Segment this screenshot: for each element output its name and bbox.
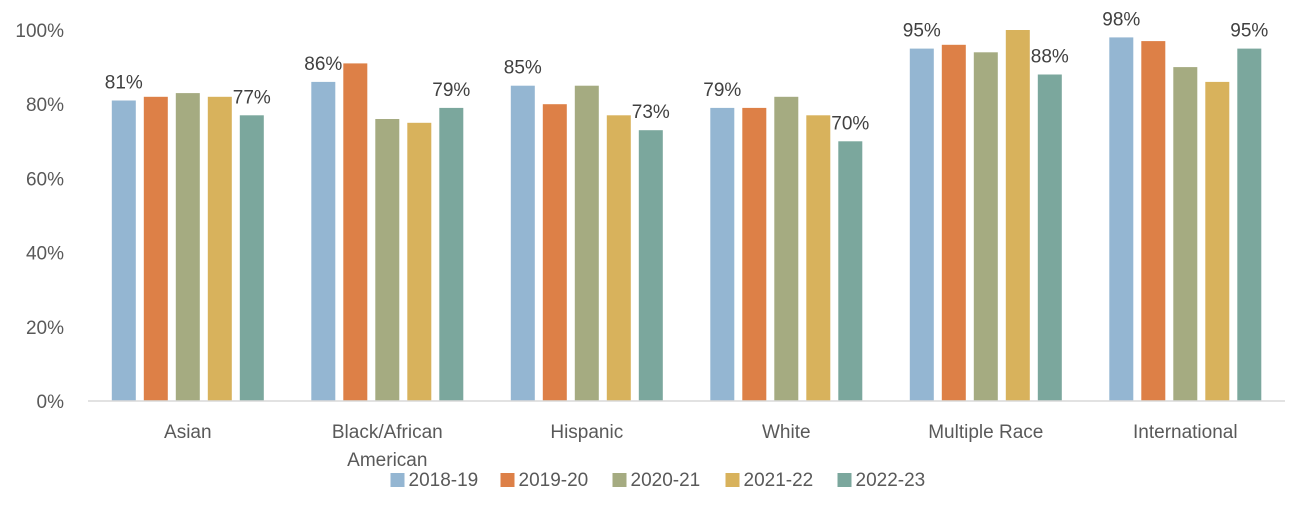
data-label: 70% <box>831 113 869 134</box>
bar-2018-19-1 <box>311 81 336 402</box>
x-tick-label: International <box>1133 422 1238 443</box>
bar-2019-20-4 <box>941 44 966 402</box>
bar-2020-21-1 <box>375 119 400 401</box>
legend-swatch <box>837 473 852 487</box>
bar-2018-19-4 <box>909 48 934 401</box>
bar-2021-22-5 <box>1205 81 1230 402</box>
legend-label: 2021-22 <box>744 470 814 491</box>
x-tick-label: Hispanic <box>550 422 623 443</box>
x-tick-label-line: International <box>1133 422 1238 443</box>
bar-2022-23-5 <box>1237 48 1262 401</box>
bar-2021-22-0 <box>207 96 232 402</box>
bar-2020-21-3 <box>774 96 799 402</box>
legend-label: 2020-21 <box>631 470 701 491</box>
bar-2019-20-5 <box>1141 41 1166 401</box>
data-label: 95% <box>1230 21 1268 42</box>
bar-2018-19-2 <box>510 85 535 401</box>
data-label: 79% <box>703 80 741 101</box>
bar-2018-19-0 <box>111 100 136 401</box>
x-tick-label-line: Asian <box>164 422 212 443</box>
bar-2019-20-2 <box>542 104 567 401</box>
bar-2021-22-3 <box>806 115 831 402</box>
data-label: 88% <box>1031 47 1069 68</box>
data-label: 95% <box>903 21 941 42</box>
x-tick-label: Multiple Race <box>928 422 1043 443</box>
x-tick-label: White <box>762 422 811 443</box>
bar-2021-22-4 <box>1005 30 1030 401</box>
y-tick-label: 0% <box>37 392 65 413</box>
bar-2021-22-1 <box>407 122 432 402</box>
y-tick-label: 80% <box>26 95 64 116</box>
bar-2022-23-4 <box>1037 74 1062 401</box>
x-tick-label-line: Black/African <box>332 422 443 443</box>
legend: 2018-19 2019-20 2020-21 2021-22 2022-23 <box>390 470 926 491</box>
x-tick-label: Asian <box>164 422 212 443</box>
bar-2019-20-1 <box>343 63 368 402</box>
y-tick-label: 40% <box>26 244 64 265</box>
bar-2022-23-1 <box>439 107 464 402</box>
bar-2022-23-3 <box>838 141 863 402</box>
x-tick-label-line: American <box>347 450 427 471</box>
y-tick-label: 60% <box>26 169 64 190</box>
legend-swatch <box>725 473 740 487</box>
data-label: 86% <box>304 54 342 75</box>
bars-layer <box>111 30 1262 402</box>
data-label: 81% <box>105 73 143 94</box>
bar-2018-19-5 <box>1109 37 1134 402</box>
data-label: 73% <box>632 102 670 123</box>
bar-2022-23-2 <box>638 130 663 401</box>
y-tick-label: 100% <box>15 21 64 42</box>
bar-2020-21-4 <box>973 52 998 402</box>
bar-2021-22-2 <box>606 115 631 402</box>
x-axis-labels: Asian Black/African American Hispanic White M… <box>164 422 1238 471</box>
legend-label: 2019-20 <box>519 470 589 491</box>
y-axis-ticks: 0% 20% 40% 60% 80% 100% <box>15 21 64 413</box>
bar-2019-20-0 <box>143 96 168 402</box>
bar-2020-21-2 <box>574 85 599 401</box>
legend-label: 2022-23 <box>856 470 926 491</box>
bar-2019-20-3 <box>742 107 767 402</box>
data-label: 98% <box>1102 9 1140 30</box>
x-tick-label-line: Multiple Race <box>928 422 1043 443</box>
legend-swatch <box>612 473 627 487</box>
data-label: 79% <box>432 80 470 101</box>
bar-2022-23-0 <box>239 115 264 402</box>
x-tick-label: Black/African American <box>332 422 443 471</box>
legend-swatch <box>390 473 405 487</box>
x-tick-label-line: Hispanic <box>550 422 623 443</box>
data-labels-layer: 81% 77% 86% 79% 85% 73% 79% 70% 95% 88% 98% 95% <box>105 9 1269 134</box>
bar-2018-19-3 <box>710 107 735 402</box>
legend-swatch <box>500 473 515 487</box>
data-label: 85% <box>504 58 542 79</box>
legend-label: 2018-19 <box>409 470 479 491</box>
bar-2020-21-0 <box>175 93 200 401</box>
x-tick-label-line: White <box>762 422 811 443</box>
data-label: 77% <box>233 87 271 108</box>
bar-2020-21-5 <box>1173 67 1198 401</box>
y-tick-label: 20% <box>26 318 64 339</box>
